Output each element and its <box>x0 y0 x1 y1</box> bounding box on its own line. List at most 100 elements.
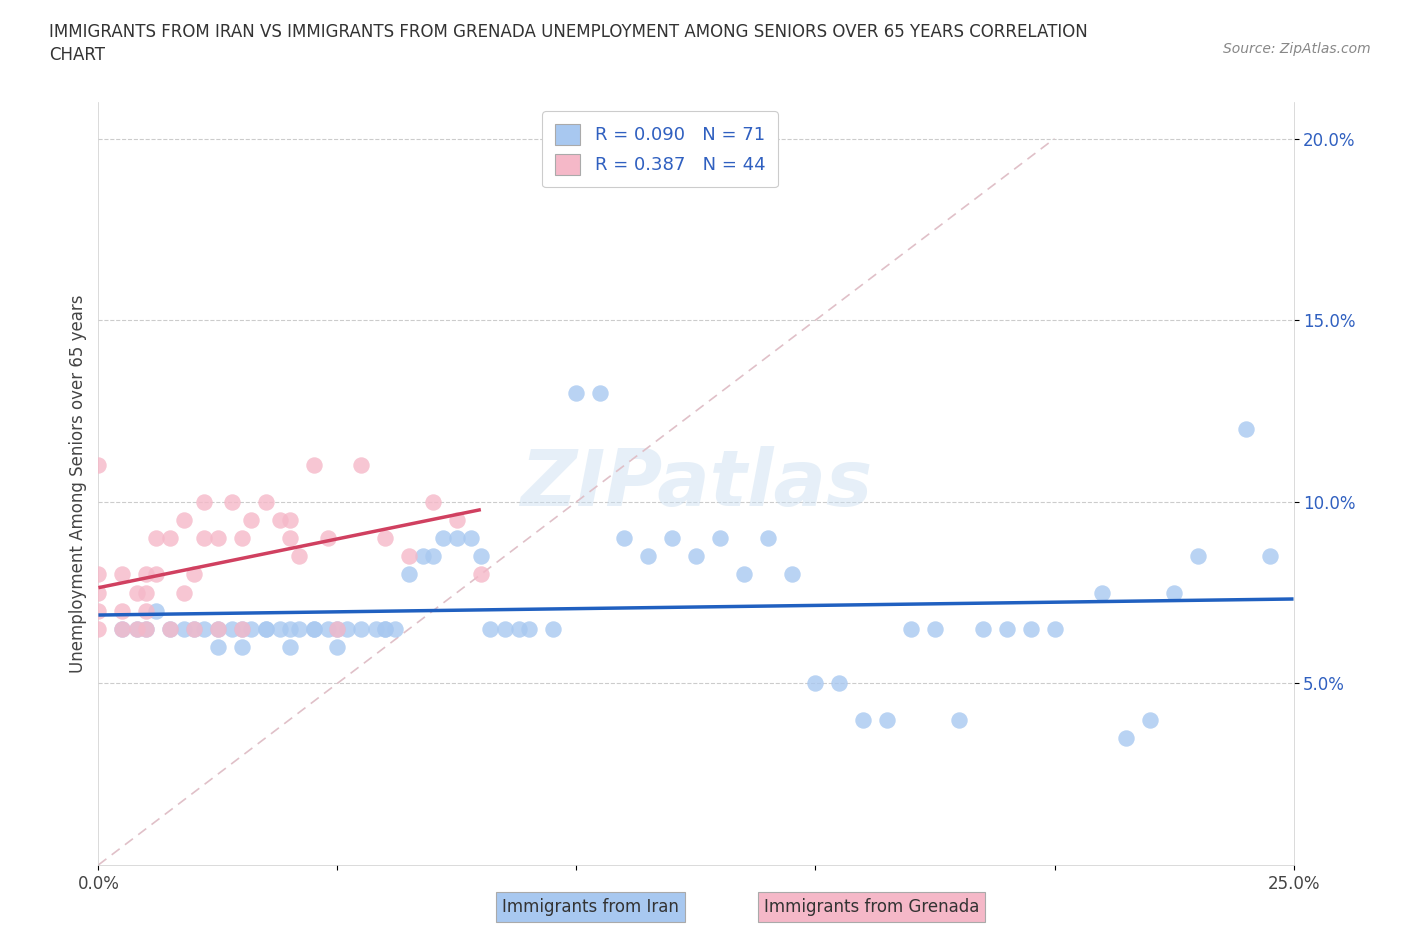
Point <box>135 621 157 636</box>
Point <box>350 458 373 472</box>
Point <box>302 621 325 636</box>
Point <box>852 712 875 727</box>
Point <box>1043 621 1066 636</box>
Point <box>87 621 110 636</box>
Point <box>326 621 349 636</box>
Point <box>145 567 167 582</box>
Point <box>398 549 420 564</box>
Point <box>87 458 110 472</box>
Point <box>302 458 325 472</box>
Point <box>111 621 134 636</box>
Point <box>207 531 229 546</box>
Point <box>240 621 263 636</box>
Point <box>145 604 167 618</box>
Point <box>384 621 406 636</box>
Point <box>278 531 301 546</box>
Point <box>364 621 387 636</box>
Point <box>422 495 444 510</box>
Point <box>685 549 707 564</box>
Point <box>278 512 301 527</box>
Point <box>254 621 277 636</box>
Point <box>661 531 683 546</box>
Point <box>828 676 851 691</box>
Point <box>780 567 803 582</box>
Point <box>948 712 970 727</box>
Point <box>111 567 134 582</box>
Point <box>876 712 898 727</box>
Point <box>350 621 373 636</box>
Point <box>183 621 205 636</box>
Point <box>183 621 205 636</box>
Point <box>278 621 301 636</box>
Point <box>125 621 148 636</box>
Point <box>1234 421 1257 436</box>
Point <box>613 531 636 546</box>
Text: Immigrants from Grenada: Immigrants from Grenada <box>763 897 980 916</box>
Point <box>125 585 148 600</box>
Point <box>1115 730 1137 745</box>
Point <box>173 585 195 600</box>
Point <box>183 567 205 582</box>
Point <box>479 621 502 636</box>
Point <box>804 676 827 691</box>
Point <box>316 531 339 546</box>
Point <box>326 640 349 655</box>
Point <box>517 621 540 636</box>
Point <box>111 621 134 636</box>
Text: CHART: CHART <box>49 46 105 64</box>
Point <box>302 621 325 636</box>
Point <box>1091 585 1114 600</box>
Text: Source: ZipAtlas.com: Source: ZipAtlas.com <box>1223 42 1371 56</box>
Point <box>470 549 492 564</box>
Point <box>422 549 444 564</box>
Point <box>565 385 588 400</box>
Point <box>1187 549 1209 564</box>
Point <box>1019 621 1042 636</box>
Point <box>193 621 215 636</box>
Point <box>207 640 229 655</box>
Y-axis label: Unemployment Among Seniors over 65 years: Unemployment Among Seniors over 65 years <box>69 295 87 672</box>
Point <box>231 640 253 655</box>
Point <box>193 531 215 546</box>
Point <box>446 512 468 527</box>
Point <box>470 567 492 582</box>
Point <box>508 621 530 636</box>
Point <box>269 621 291 636</box>
Point <box>193 495 215 510</box>
Point <box>159 621 181 636</box>
Point <box>460 531 482 546</box>
Point <box>709 531 731 546</box>
Point <box>278 640 301 655</box>
Legend: R = 0.090   N = 71, R = 0.387   N = 44: R = 0.090 N = 71, R = 0.387 N = 44 <box>543 112 778 187</box>
Point <box>900 621 922 636</box>
Point <box>254 495 277 510</box>
Point <box>173 621 195 636</box>
Point <box>135 567 157 582</box>
Point <box>756 531 779 546</box>
Point <box>221 495 243 510</box>
Point <box>374 531 396 546</box>
Point <box>207 621 229 636</box>
Point <box>374 621 396 636</box>
Point <box>207 621 229 636</box>
Point <box>159 531 181 546</box>
Point <box>145 531 167 546</box>
Point <box>173 512 195 527</box>
Point <box>398 567 420 582</box>
Point <box>637 549 659 564</box>
Point <box>326 621 349 636</box>
Point <box>316 621 339 636</box>
Point <box>972 621 994 636</box>
Point <box>111 604 134 618</box>
Text: Immigrants from Iran: Immigrants from Iran <box>502 897 679 916</box>
Point <box>87 567 110 582</box>
Point <box>924 621 946 636</box>
Text: ZIPatlas: ZIPatlas <box>520 445 872 522</box>
Text: IMMIGRANTS FROM IRAN VS IMMIGRANTS FROM GRENADA UNEMPLOYMENT AMONG SENIORS OVER : IMMIGRANTS FROM IRAN VS IMMIGRANTS FROM … <box>49 23 1088 41</box>
Point <box>1139 712 1161 727</box>
Point <box>412 549 434 564</box>
Point <box>336 621 359 636</box>
Point <box>733 567 755 582</box>
Point <box>159 621 181 636</box>
Point <box>446 531 468 546</box>
